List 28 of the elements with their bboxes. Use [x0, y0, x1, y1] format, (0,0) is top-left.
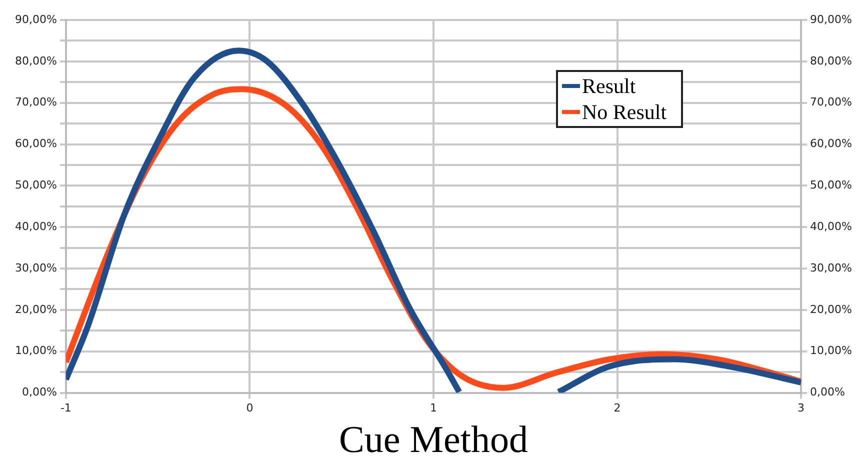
x-tick-label: 1	[430, 401, 437, 414]
legend-label: No Result	[582, 99, 667, 125]
y2-tick-label: 70,00%	[810, 96, 852, 109]
y-tick-label: 0,00%	[22, 386, 57, 399]
x-axis-title: Cue Method	[338, 418, 529, 462]
y2-tick-label: 30,00%	[810, 261, 852, 274]
y2-tick-label: 90,00%	[810, 12, 852, 26]
y2-tick-label: 0,00%	[810, 386, 846, 399]
legend-label: Result	[582, 73, 636, 99]
y2-tick-label: 80,00%	[810, 54, 852, 68]
y-tick-label: 70,00%	[14, 96, 57, 109]
x-tick-label: 0	[246, 401, 254, 414]
y2-tick-label: 50,00%	[810, 178, 852, 192]
y-tick-label: 60,00%	[14, 137, 57, 150]
y2-tick-label: 20,00%	[810, 302, 852, 316]
y-tick-label: 30,00%	[14, 261, 57, 274]
x-tick-label: -1	[60, 401, 72, 414]
y-tick-label: 40,00%	[14, 220, 57, 233]
y-tick-label: 10,00%	[14, 344, 57, 358]
y-tick-label: 20,00%	[14, 302, 57, 316]
y2-tick-label: 10,00%	[810, 344, 852, 358]
y2-tick-label: 40,00%	[810, 220, 852, 233]
x-tick-label: 2	[614, 401, 621, 414]
y-tick-label: 80,00%	[14, 54, 57, 68]
y-tick-label: 90,00%	[14, 12, 57, 26]
x-tick-label: 3	[798, 401, 805, 414]
y-tick-label: 50,00%	[14, 178, 57, 192]
y2-tick-label: 60,00%	[810, 137, 852, 150]
